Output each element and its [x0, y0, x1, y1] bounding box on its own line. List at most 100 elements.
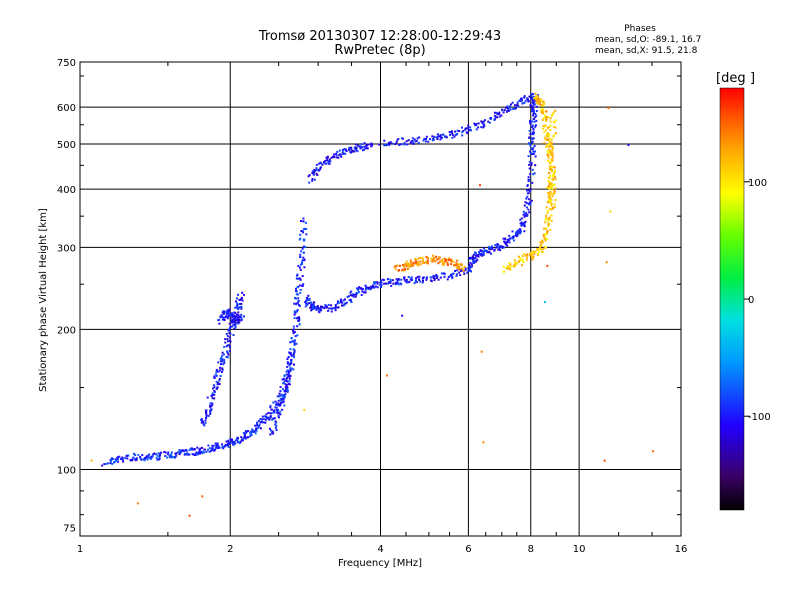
echo-point [529, 144, 532, 147]
echo-point [327, 161, 330, 163]
echo-point [357, 144, 360, 147]
echo-point [284, 388, 287, 391]
echo-point [215, 380, 218, 383]
echo-point [450, 130, 453, 133]
echo-point [506, 244, 509, 247]
echo-point [442, 263, 445, 266]
echo-point [523, 230, 526, 233]
echo-point [285, 370, 288, 373]
echo-point [470, 263, 473, 266]
echo-point [542, 234, 545, 236]
echo-point [361, 288, 364, 291]
echo-point [198, 448, 201, 451]
echo-point [218, 379, 221, 382]
echo-point [278, 395, 281, 398]
echo-point [548, 140, 551, 143]
echo-point [409, 278, 412, 281]
echo-point [522, 210, 525, 213]
echo-point [332, 307, 335, 310]
chart-subtitle: RwPretec (8p) [334, 43, 425, 58]
echo-point [282, 400, 285, 403]
echo-point [216, 447, 219, 449]
echo-point [410, 279, 413, 281]
echo-point [358, 290, 361, 293]
echo-point [254, 424, 257, 427]
echo-point [514, 231, 517, 234]
echo-point [312, 304, 315, 307]
echo-point [554, 132, 557, 135]
echo-point [133, 457, 136, 460]
echo-point [527, 98, 530, 101]
echo-point [433, 279, 436, 282]
echo-point [290, 358, 293, 361]
echo-point [458, 266, 461, 268]
echo-point [156, 458, 159, 461]
echo-point [409, 261, 412, 264]
echo-point [542, 125, 545, 128]
echo-point [308, 299, 311, 301]
echo-point [137, 453, 140, 456]
echo-point [316, 174, 319, 176]
echo-point [337, 300, 339, 303]
echo-point [288, 364, 291, 367]
echo-point [437, 256, 440, 259]
echo-point [238, 303, 241, 305]
echo-point [335, 156, 338, 159]
echo-point [117, 460, 119, 463]
echo-point [354, 295, 357, 298]
echo-point [224, 444, 227, 447]
echo-point [288, 351, 291, 354]
echo-point [442, 272, 445, 275]
echo-point [528, 95, 531, 98]
echo-point [532, 114, 534, 117]
echo-point [209, 406, 212, 409]
echo-point [439, 276, 442, 279]
outlier-point [652, 450, 655, 453]
echo-point [550, 166, 553, 169]
echo-point [528, 211, 531, 214]
echo-point [315, 308, 318, 311]
echo-point [300, 250, 303, 253]
echo-point [464, 269, 467, 272]
echo-point [550, 182, 553, 185]
echo-point [314, 170, 316, 172]
echo-point [320, 166, 322, 169]
echo-point [542, 117, 545, 119]
echo-point [227, 445, 230, 448]
echo-point [528, 254, 531, 257]
echo-point [210, 449, 213, 452]
echo-point [400, 143, 403, 146]
echo-point [474, 124, 477, 127]
echo-point [524, 214, 527, 217]
echo-point [284, 390, 286, 393]
echo-point [540, 111, 543, 114]
echo-point [521, 255, 524, 258]
echo-point [236, 304, 239, 307]
echo-point [275, 402, 278, 405]
echo-point [335, 153, 338, 156]
echo-point [236, 319, 238, 322]
echo-point [227, 317, 229, 320]
echo-point [288, 377, 291, 380]
echo-point [242, 315, 245, 318]
y-tick-label: 750 [57, 58, 76, 69]
echo-point [547, 135, 550, 138]
echo-point [296, 325, 299, 328]
echo-point [280, 402, 283, 404]
echo-point [201, 420, 204, 423]
echo-point [363, 142, 366, 145]
echo-point [481, 122, 484, 125]
echo-point [227, 344, 229, 347]
echo-point [441, 263, 444, 266]
echo-point [499, 244, 502, 247]
echo-point [539, 98, 542, 101]
echo-point [551, 154, 554, 157]
echo-point [547, 154, 550, 157]
echo-point [521, 258, 524, 261]
echo-point [405, 265, 408, 268]
y-tick-label: 75 [63, 524, 76, 535]
echo-point [316, 305, 319, 307]
echo-point [548, 176, 551, 179]
echo-point [286, 369, 289, 372]
echo-point [438, 135, 441, 138]
